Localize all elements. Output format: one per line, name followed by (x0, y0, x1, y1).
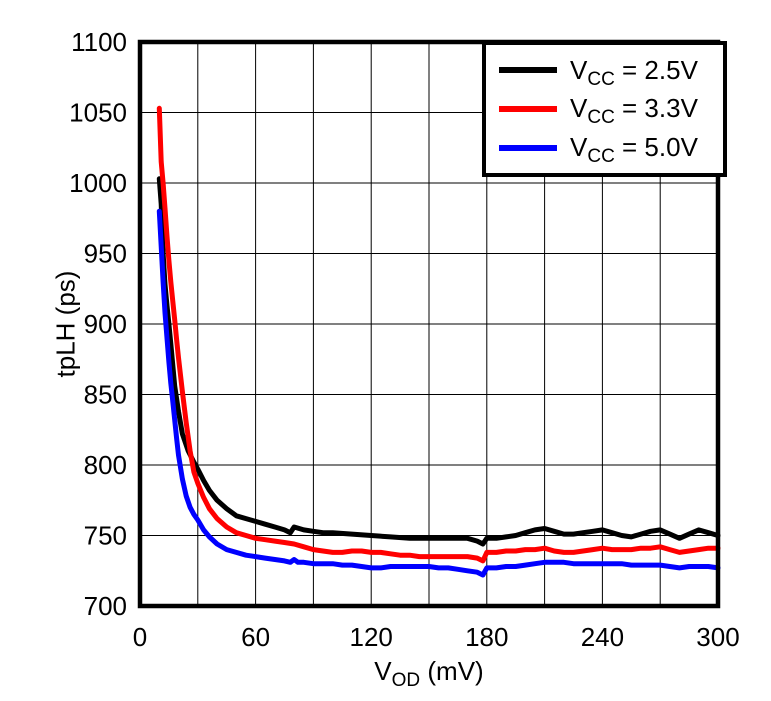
x-axis-title: VOD (mV) (374, 656, 484, 690)
legend-label-prefix: V (570, 54, 588, 85)
x-tick-label: 240 (581, 622, 624, 652)
legend-entry-vcc-3-3: VCC = 3.3V (499, 93, 723, 128)
y-axis-title: tpLH (ps) (51, 271, 82, 378)
legend-entry-vcc-5-0: VCC = 5.0V (499, 132, 723, 166)
series-line-0 (156, 176, 721, 547)
legend: VCC = 2.5V VCC = 3.3V VCC = 5.0V (482, 41, 727, 177)
legend-label-subscript: CC (587, 107, 615, 129)
x-axis-title-prefix: V (374, 656, 392, 686)
y-tick-label: 950 (84, 239, 127, 269)
plot-border (137, 39, 721, 609)
y-tick-label: 700 (84, 591, 127, 621)
y-tick-label: 750 (84, 521, 127, 551)
x-axis-title-subscript: OD (391, 670, 421, 692)
y-tick-label: 800 (84, 450, 127, 480)
y-tick-label: 900 (84, 309, 127, 339)
legend-line-swatch-red (499, 105, 557, 112)
x-tick-label: 120 (350, 622, 393, 652)
legend-label-prefix: V (570, 93, 588, 124)
y-tick-label: 1100 (71, 27, 127, 57)
y-tick-label: 1000 (69, 168, 127, 198)
legend-label-suffix: = 2.5V (614, 54, 698, 85)
series-line-2 (156, 208, 721, 578)
legend-line-swatch-black (499, 67, 557, 74)
series-line-1 (156, 105, 721, 564)
legend-label-subscript: CC (587, 146, 615, 168)
legend-label-vcc-2-5: VCC = 2.5V (570, 54, 698, 89)
y-tick-label: 850 (84, 380, 127, 410)
legend-label-suffix: = 5.0V (614, 132, 698, 163)
x-tick-label: 0 (133, 622, 147, 652)
y-axis-title-text: tpLH (ps) (50, 270, 81, 378)
x-axis-title-suffix: (mV) (420, 656, 484, 686)
legend-label-subscript: CC (587, 69, 615, 91)
x-tick-label: 60 (241, 622, 270, 652)
legend-label-vcc-5-0: VCC = 5.0V (570, 132, 698, 166)
legend-entry-vcc-2-5: VCC = 2.5V (499, 54, 723, 89)
legend-line-swatch-blue (499, 144, 557, 151)
legend-label-vcc-3-3: VCC = 3.3V (570, 93, 698, 127)
x-tick-label: 300 (696, 622, 739, 652)
y-tick-label: 1050 (69, 98, 127, 128)
legend-label-suffix: = 3.3V (614, 93, 698, 124)
legend-label-prefix: V (570, 132, 588, 163)
x-tick-label: 180 (465, 622, 508, 652)
